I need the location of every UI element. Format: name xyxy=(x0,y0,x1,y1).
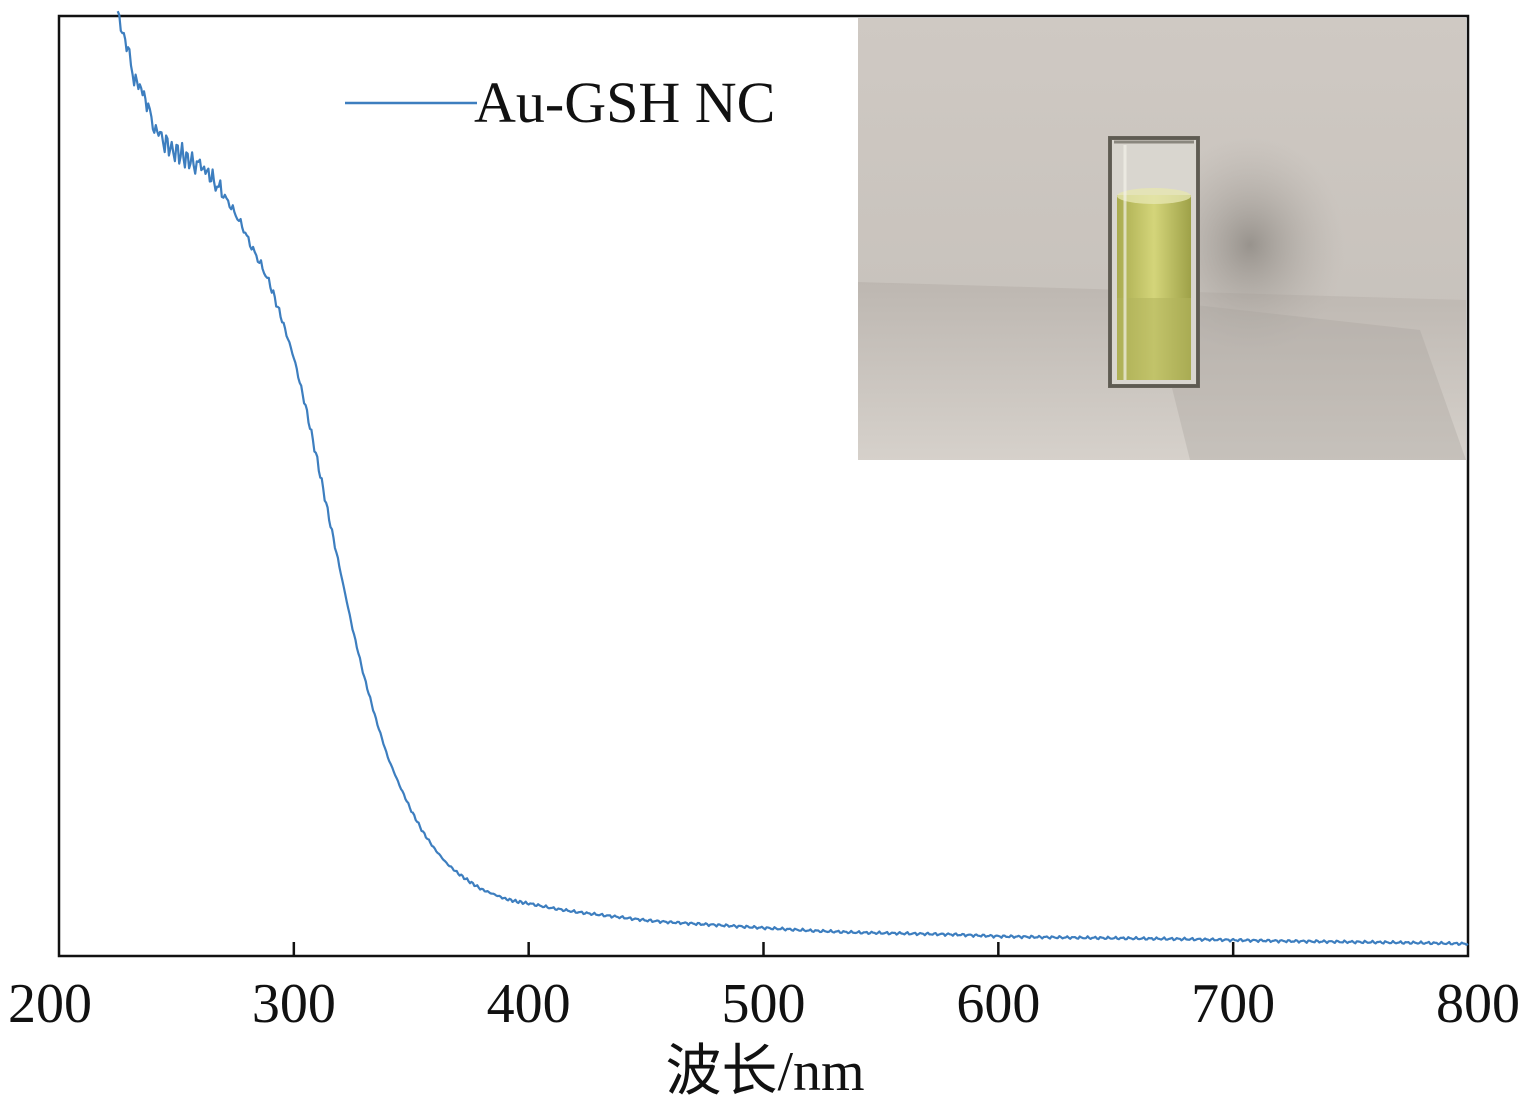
x-tick-label: 800 xyxy=(1436,973,1520,1035)
legend: Au-GSH NC xyxy=(345,70,775,135)
x-tick-label: 500 xyxy=(722,973,806,1035)
x-tick-label: 600 xyxy=(956,973,1040,1035)
x-tick-label: 400 xyxy=(487,973,571,1035)
series-line-au-gsh-nc xyxy=(116,10,1469,946)
x-axis-tick-labels: 200 300 400 500 600 700 800 xyxy=(8,973,1520,1035)
x-tick-label: 200 xyxy=(8,973,92,1035)
legend-label: Au-GSH NC xyxy=(474,70,775,135)
x-tick-label: 300 xyxy=(252,973,336,1035)
cuvette-icon xyxy=(1108,136,1200,388)
inset-photo xyxy=(858,18,1466,460)
x-tick-label: 700 xyxy=(1191,973,1275,1035)
x-axis-ticks xyxy=(292,942,1235,956)
x-axis-title: 波长/nm xyxy=(665,1041,864,1097)
series-layer xyxy=(116,10,1469,946)
